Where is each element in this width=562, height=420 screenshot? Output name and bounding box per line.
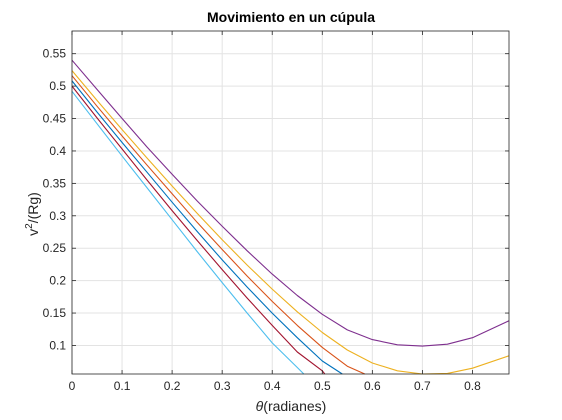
grid	[71, 31, 509, 374]
y-tick-label: 0.45	[43, 112, 67, 126]
chart-title: Movimiento en un cúpula	[207, 9, 375, 25]
y-tick-label: 0.4	[49, 144, 66, 158]
y-tick-label: 0.55	[43, 47, 67, 61]
y-tick-label: 0.1	[49, 338, 66, 352]
y-tick-label: 0.2	[49, 274, 66, 288]
y-tick-label: 0.25	[43, 241, 67, 255]
y-tick-label: 0.35	[43, 176, 67, 190]
series-line-4	[71, 75, 366, 375]
series-line-3	[71, 80, 343, 375]
x-axis-symbol: θ	[256, 398, 264, 414]
x-tick-label: 0.2	[164, 379, 181, 393]
x-tick-label: 0	[69, 379, 76, 393]
y-tick-labels: 0.1 0.15 0.2 0.25 0.3 0.35 0.4 0.45 0.5 0.55	[43, 47, 67, 353]
y-axis-suffix: /(Rg)	[25, 192, 41, 223]
series-line-6	[71, 59, 510, 347]
x-axis-text: (radianes)	[263, 398, 326, 414]
series-line-1	[71, 90, 305, 375]
ticks	[71, 31, 509, 374]
series-line-5	[71, 70, 510, 375]
axes-box	[71, 30, 510, 375]
y-axis-prefix: v	[25, 229, 41, 236]
x-tick-label: 0.4	[264, 379, 281, 393]
x-axis-label: θ(radianes)	[256, 398, 327, 414]
x-tick-label: 0.1	[114, 379, 131, 393]
series-line-2	[71, 85, 326, 375]
x-tick-label: 0.3	[214, 379, 231, 393]
x-tick-labels: 0 0.1 0.2 0.3 0.4 0.5 0.6 0.7 0.8	[69, 379, 481, 393]
x-tick-label: 0.7	[414, 379, 431, 393]
y-axis-sup: 2	[24, 223, 35, 229]
y-tick-label: 0.15	[43, 306, 67, 320]
y-axis-label: v2/(Rg)	[24, 192, 41, 236]
x-tick-label: 0.6	[364, 379, 381, 393]
x-tick-label: 0.5	[314, 379, 331, 393]
y-tick-label: 0.5	[49, 79, 66, 93]
y-tick-label: 0.3	[49, 209, 66, 223]
plot-area	[71, 59, 510, 375]
x-tick-label: 0.8	[464, 379, 481, 393]
